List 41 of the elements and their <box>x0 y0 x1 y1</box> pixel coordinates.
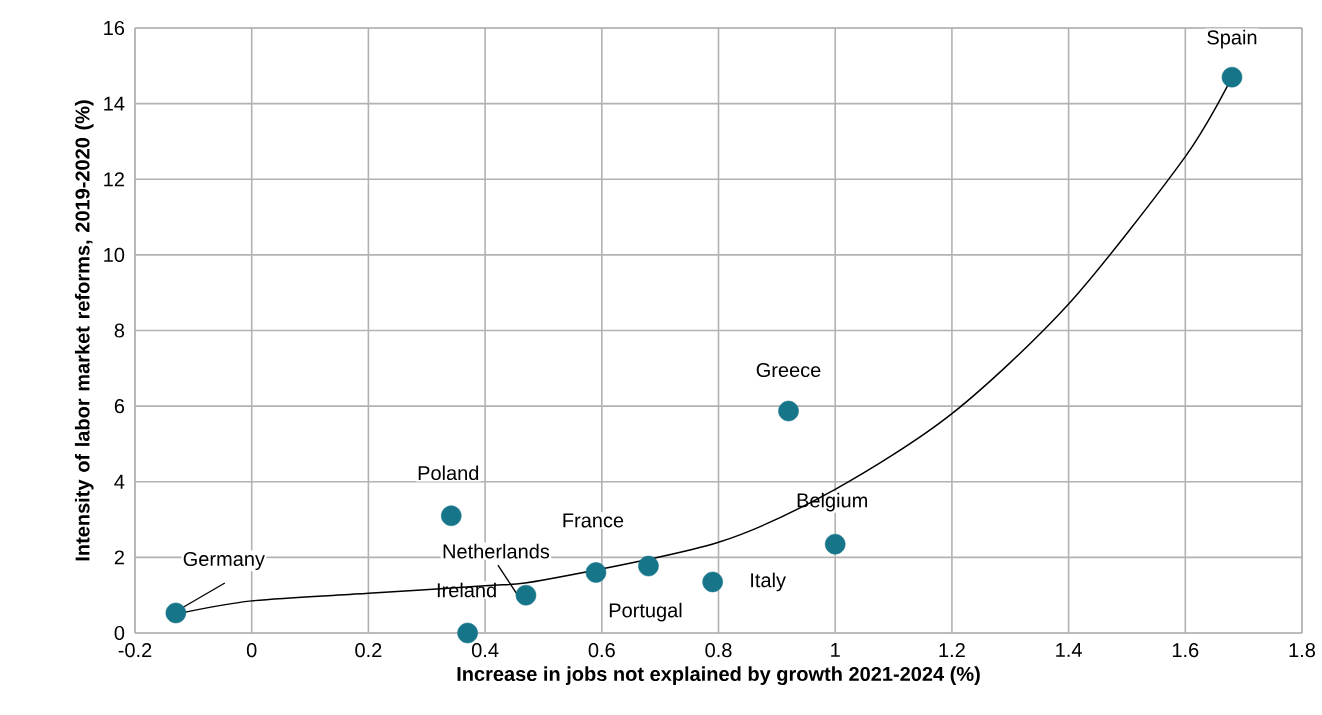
annotation: Poland <box>418 465 479 481</box>
y-tick-label: 2 <box>114 550 124 565</box>
annotation: Italy <box>751 572 786 592</box>
x-tick-label: 1.4 <box>1056 643 1082 657</box>
y-tick-label: 0 <box>114 625 125 641</box>
y-axis-title: Intensity of labor market reforms, 2019-2020 (%) <box>74 100 94 561</box>
y-tick-label: 4 <box>114 474 125 489</box>
annotation: Ireland <box>437 582 496 598</box>
point <box>1221 66 1243 88</box>
x-tick-label: 1 <box>831 643 840 657</box>
annotation: Spain <box>1207 29 1257 49</box>
x-tick-label: 0.6 <box>588 643 615 658</box>
x-tick-label: 0 <box>246 643 257 658</box>
point <box>702 571 723 593</box>
y-tick-label: 14 <box>104 96 125 111</box>
y-tick-label: 6 <box>114 399 125 414</box>
point <box>457 622 478 644</box>
point <box>778 400 799 422</box>
point <box>585 562 607 583</box>
annotation: Greece <box>756 362 821 378</box>
y-tick-label: 16 <box>104 20 125 36</box>
x-tick-label: 0.4 <box>471 643 499 658</box>
y-tick-label: 12 <box>104 172 124 187</box>
annotation: Portugal <box>609 602 682 622</box>
annotation: France <box>563 513 624 528</box>
x-tick-label: -0.2 <box>118 643 152 658</box>
x-axis-title: Increase in jobs not explained by growth 2021-2024 (%) <box>457 666 980 686</box>
y-tick-label: 10 <box>104 247 125 262</box>
point <box>638 555 659 577</box>
annotation: Netherlands <box>443 543 550 559</box>
point <box>515 584 537 606</box>
point <box>824 533 846 555</box>
point <box>440 505 462 527</box>
x-tick-label: 1.2 <box>939 643 965 658</box>
x-tick-label: 1.8 <box>1289 643 1316 658</box>
annotation: Germany <box>183 551 265 571</box>
x-tick-label: 0.2 <box>355 643 382 658</box>
x-tick-label: 1.6 <box>1172 643 1199 658</box>
x-tick-label: 0.8 <box>705 643 732 658</box>
y-tick-label: 8 <box>114 323 125 338</box>
point <box>165 602 187 624</box>
